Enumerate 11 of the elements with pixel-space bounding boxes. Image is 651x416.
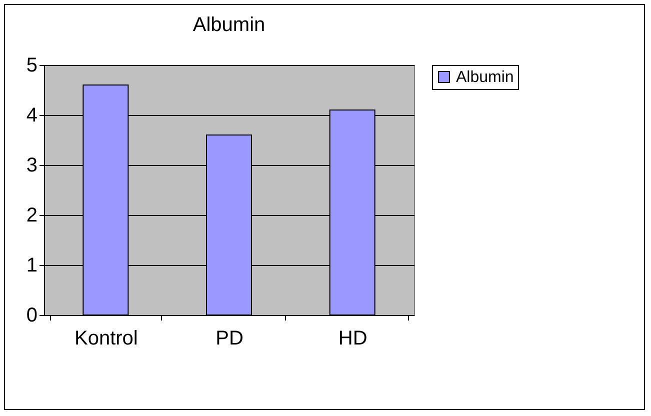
x-tick-label: Kontrol bbox=[74, 328, 138, 350]
y-tick-label: 3 bbox=[26, 154, 38, 176]
y-tick-label: 2 bbox=[26, 204, 38, 226]
legend-label: Albumin bbox=[456, 69, 514, 86]
chart-title: Albumin bbox=[192, 14, 266, 36]
x-tick-label: HD bbox=[338, 328, 368, 350]
y-tick-label: 5 bbox=[26, 54, 38, 76]
x-tick-label: PD bbox=[216, 328, 244, 350]
y-tick-label: 1 bbox=[26, 254, 38, 276]
y-tick-label: 4 bbox=[26, 104, 38, 126]
y-tick-label: 0 bbox=[26, 304, 38, 326]
